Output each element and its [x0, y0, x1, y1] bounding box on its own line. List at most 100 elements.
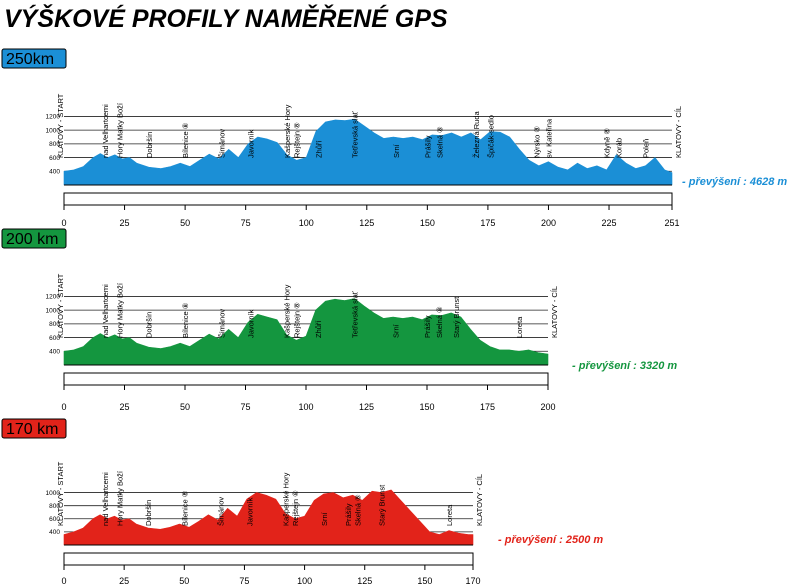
x-tick-label: 200: [540, 402, 555, 412]
x-tick-label: 75: [241, 218, 251, 228]
place-label: Srní: [320, 511, 329, 526]
y-tick-label: 600: [49, 335, 60, 342]
place-label: Poleň: [641, 139, 650, 158]
x-tick-label: 25: [119, 402, 129, 412]
place-label: Dobršín: [145, 132, 154, 158]
place-label: Hory Matky Boží: [116, 282, 125, 338]
x-tick-label: 251: [664, 218, 679, 228]
elevation-area: [63, 489, 474, 546]
place-label: Hory Matky Boží: [116, 102, 125, 158]
place-label: Prášily: [344, 503, 353, 526]
elevation-area: [63, 298, 549, 366]
y-tick-label: 400: [49, 348, 60, 355]
x-axis-box: [63, 192, 673, 206]
place-label: Loreta: [445, 504, 454, 526]
y-tick-label: 1000: [46, 307, 61, 314]
place-label: Tetřevská slať: [350, 291, 359, 338]
y-tick-label: 600: [49, 155, 60, 162]
elevation-gain-label: - převýšení : 4628 m: [682, 176, 787, 188]
place-label: Špičák-sedlo: [486, 115, 495, 158]
x-tick-label: 75: [239, 576, 249, 585]
place-label: Starý Brunst: [378, 484, 387, 526]
place-label: Dobršín: [144, 500, 153, 526]
x-tick-label: 225: [602, 218, 617, 228]
place-label: KLATOVY - START: [56, 93, 65, 158]
x-tick-label: 100: [297, 576, 312, 585]
y-tick-label: 800: [49, 321, 60, 328]
place-label: KLATOVY - CÍL: [550, 286, 559, 338]
place-label: Bílenice ⑧: [180, 490, 189, 526]
place-label: Rejštejn ⑧: [291, 490, 300, 526]
place-label: Zhůří: [314, 320, 323, 338]
x-tick-label: 150: [419, 402, 434, 412]
x-tick-label: 75: [240, 402, 250, 412]
place-label: Skelná ⑧: [354, 494, 363, 526]
place-label: nad Velhartcemi: [101, 472, 110, 526]
place-label: KLATOVY - START: [56, 273, 65, 338]
place-label: nad Velhartcemi: [101, 284, 110, 338]
place-label: Kdyně ⑧: [603, 128, 612, 158]
place-label: Kašperské Hory: [283, 284, 292, 338]
y-tick-label: 400: [49, 168, 60, 175]
place-label: Šimánov: [217, 129, 226, 158]
x-tick-label: 50: [180, 402, 190, 412]
x-tick-label: 50: [179, 576, 189, 585]
place-label: Starý Brunst: [452, 296, 461, 338]
place-label: Rejštejn ⑧: [292, 302, 301, 338]
x-tick-label: 175: [480, 218, 495, 228]
elevation-gain-label: - převýšení : 2500 m: [498, 534, 603, 546]
place-label: Železná Ruda: [472, 110, 481, 158]
distance-badge-label: 200 km: [6, 231, 58, 248]
y-tick-label: 1200: [46, 114, 61, 121]
elevation-gain-label: - převýšení : 3320 m: [572, 360, 677, 372]
y-tick-label: 1000: [46, 127, 61, 134]
distance-badge-label: 250km: [6, 51, 54, 68]
place-label: Prášily: [423, 315, 432, 338]
x-tick-label: 0: [61, 218, 66, 228]
place-label: Javorník: [247, 129, 256, 158]
x-axis-box: [63, 552, 474, 566]
place-label: Zhůří: [314, 140, 323, 158]
place-label: Šimánov: [216, 497, 225, 526]
distance-badge: [1, 48, 67, 69]
y-tick-label: 600: [49, 516, 60, 523]
place-label: Javorník: [246, 309, 255, 338]
place-label: sv. Kateřina: [544, 118, 553, 158]
place-label: Bílenice ⑧: [181, 122, 190, 158]
place-label: KLATOVY - CÍL: [475, 474, 484, 526]
place-label: Šimánov: [217, 309, 226, 338]
place-label: Srní: [392, 323, 401, 338]
x-tick-label: 25: [120, 218, 130, 228]
place-label: Nýrsko ⑧: [532, 126, 541, 158]
x-tick-label: 150: [420, 218, 435, 228]
place-label: Loreta: [515, 316, 524, 338]
place-label: Dobršín: [145, 312, 154, 338]
place-label: Javorník: [245, 497, 254, 526]
y-tick-label: 800: [49, 503, 60, 510]
x-tick-label: 125: [359, 402, 374, 412]
elevation-area: [63, 118, 673, 186]
x-tick-label: 50: [180, 218, 190, 228]
place-label: Hory Matky Boží: [115, 470, 124, 526]
x-tick-label: 125: [359, 218, 374, 228]
y-tick-label: 800: [49, 141, 60, 148]
place-label: Kašperské Hory: [283, 104, 292, 158]
x-tick-label: 100: [299, 218, 314, 228]
x-tick-label: 170: [465, 576, 480, 585]
x-tick-label: 0: [61, 576, 66, 585]
distance-badge: [1, 418, 67, 439]
y-tick-label: 1200: [46, 294, 61, 301]
place-label: Srní: [392, 143, 401, 158]
place-label: nad Velhartcemi: [101, 104, 110, 158]
distance-badge-label: 170 km: [6, 421, 58, 438]
x-tick-label: 200: [541, 218, 556, 228]
page-title: VÝŠKOVÉ PROFILY NAMĚŘENÉ GPS: [4, 3, 448, 33]
place-label: Skelná ⑧: [435, 306, 444, 338]
x-tick-label: 25: [119, 576, 129, 585]
place-label: KLATOVY - START: [56, 461, 65, 526]
place-label: Rejštejn ⑧: [293, 122, 302, 158]
